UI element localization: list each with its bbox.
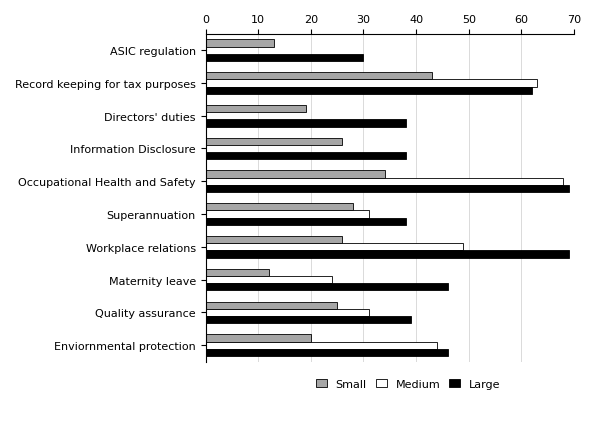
Bar [206, 349, 448, 356]
Bar [206, 316, 411, 323]
Bar [206, 302, 337, 309]
Bar [206, 185, 569, 193]
Bar [206, 73, 432, 80]
Bar [206, 80, 537, 87]
Bar [206, 204, 353, 211]
Bar [206, 55, 364, 62]
Bar [206, 178, 563, 185]
Bar [206, 153, 405, 160]
Bar [206, 309, 369, 316]
Bar [206, 269, 269, 276]
Bar [206, 211, 369, 218]
Legend: Small, Medium, Large: Small, Medium, Large [312, 375, 504, 392]
Bar [206, 276, 332, 283]
Bar [206, 171, 384, 178]
Bar [206, 342, 437, 349]
Bar [206, 283, 448, 291]
Bar [206, 105, 306, 113]
Bar [206, 335, 311, 342]
Bar [206, 40, 274, 47]
Bar [206, 251, 569, 258]
Bar [206, 138, 343, 145]
Bar [206, 243, 464, 251]
Bar [206, 218, 405, 225]
Bar [206, 120, 405, 127]
Bar [206, 87, 532, 95]
Bar [206, 237, 343, 243]
